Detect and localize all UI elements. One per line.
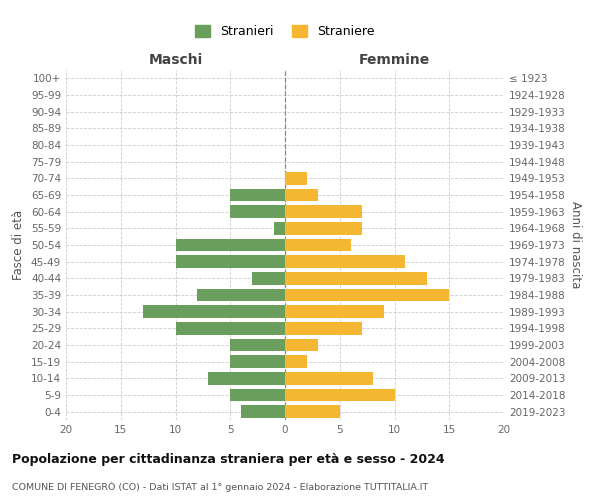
- Bar: [230, 188, 285, 201]
- Bar: [230, 356, 285, 368]
- Bar: [252, 272, 285, 284]
- Bar: [274, 222, 285, 234]
- Bar: [197, 289, 285, 301]
- Text: Femmine: Femmine: [359, 52, 430, 66]
- Y-axis label: Anni di nascita: Anni di nascita: [569, 202, 582, 288]
- Text: Maschi: Maschi: [148, 52, 203, 66]
- Text: COMUNE DI FENEGRÒ (CO) - Dati ISTAT al 1° gennaio 2024 - Elaborazione TUTTITALIA: COMUNE DI FENEGRÒ (CO) - Dati ISTAT al 1…: [12, 481, 428, 492]
- Bar: [285, 172, 307, 184]
- Bar: [285, 239, 350, 251]
- Bar: [285, 188, 318, 201]
- Bar: [176, 239, 285, 251]
- Bar: [176, 322, 285, 334]
- Bar: [285, 339, 318, 351]
- Bar: [208, 372, 285, 384]
- Y-axis label: Fasce di età: Fasce di età: [13, 210, 25, 280]
- Bar: [230, 206, 285, 218]
- Bar: [176, 256, 285, 268]
- Bar: [241, 406, 285, 418]
- Bar: [285, 272, 427, 284]
- Bar: [285, 206, 362, 218]
- Bar: [285, 406, 340, 418]
- Bar: [285, 222, 362, 234]
- Bar: [285, 289, 449, 301]
- Bar: [285, 306, 383, 318]
- Bar: [143, 306, 285, 318]
- Bar: [230, 339, 285, 351]
- Bar: [230, 389, 285, 401]
- Bar: [285, 389, 395, 401]
- Bar: [285, 256, 406, 268]
- Bar: [285, 356, 307, 368]
- Text: Popolazione per cittadinanza straniera per età e sesso - 2024: Popolazione per cittadinanza straniera p…: [12, 452, 445, 466]
- Bar: [285, 322, 362, 334]
- Legend: Stranieri, Straniere: Stranieri, Straniere: [190, 20, 380, 44]
- Bar: [285, 372, 373, 384]
